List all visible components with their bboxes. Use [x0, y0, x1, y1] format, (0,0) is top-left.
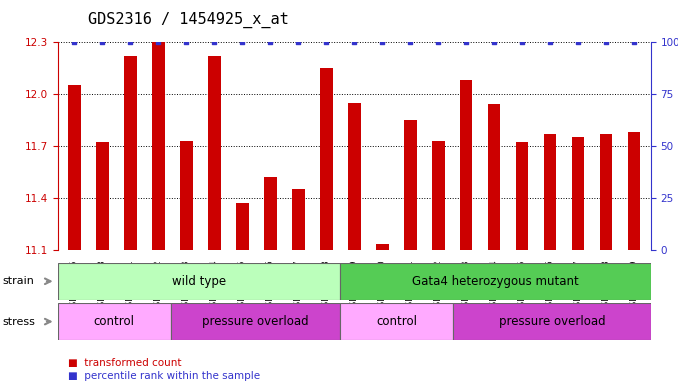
Bar [208, 56, 220, 250]
Bar [488, 104, 500, 250]
Point [517, 39, 527, 45]
Point [293, 39, 304, 45]
Bar [340, 303, 453, 340]
Point [629, 39, 639, 45]
Bar [544, 134, 557, 250]
Text: wild type: wild type [172, 275, 226, 288]
Point [377, 39, 388, 45]
Text: ■  percentile rank within the sample: ■ percentile rank within the sample [68, 371, 260, 381]
Point [433, 39, 443, 45]
Text: Gata4 heterozygous mutant: Gata4 heterozygous mutant [412, 275, 579, 288]
Bar [68, 85, 81, 250]
Bar [600, 134, 612, 250]
Bar [340, 263, 651, 300]
Bar [320, 68, 333, 250]
Bar [180, 141, 193, 250]
Bar [348, 103, 361, 250]
Point [405, 39, 416, 45]
Bar [58, 303, 171, 340]
Point [544, 39, 555, 45]
Point [321, 39, 332, 45]
Bar [236, 203, 249, 250]
Text: ■  transformed count: ■ transformed count [68, 358, 181, 368]
Bar [516, 142, 528, 250]
Point [153, 39, 164, 45]
Bar [432, 141, 445, 250]
Bar [376, 244, 388, 250]
Bar [460, 80, 473, 250]
Point [209, 39, 220, 45]
Point [489, 39, 500, 45]
Point [461, 39, 472, 45]
Bar [264, 177, 277, 250]
Bar [628, 132, 641, 250]
Bar [152, 42, 165, 250]
Bar [292, 189, 304, 250]
Bar [124, 56, 137, 250]
Text: control: control [94, 315, 135, 328]
Point [601, 39, 612, 45]
Point [97, 39, 108, 45]
Point [265, 39, 276, 45]
Text: pressure overload: pressure overload [499, 315, 605, 328]
Text: strain: strain [2, 276, 34, 286]
Text: stress: stress [2, 316, 35, 327]
Point [237, 39, 247, 45]
Bar [171, 303, 340, 340]
Point [573, 39, 584, 45]
Text: GDS2316 / 1454925_x_at: GDS2316 / 1454925_x_at [88, 12, 289, 28]
Text: control: control [376, 315, 417, 328]
Text: pressure overload: pressure overload [202, 315, 308, 328]
Point [69, 39, 80, 45]
Bar [453, 303, 651, 340]
Bar [572, 137, 584, 250]
Point [181, 39, 192, 45]
Bar [96, 142, 108, 250]
Bar [404, 120, 416, 250]
Point [348, 39, 359, 45]
Point [125, 39, 136, 45]
Bar [58, 263, 340, 300]
